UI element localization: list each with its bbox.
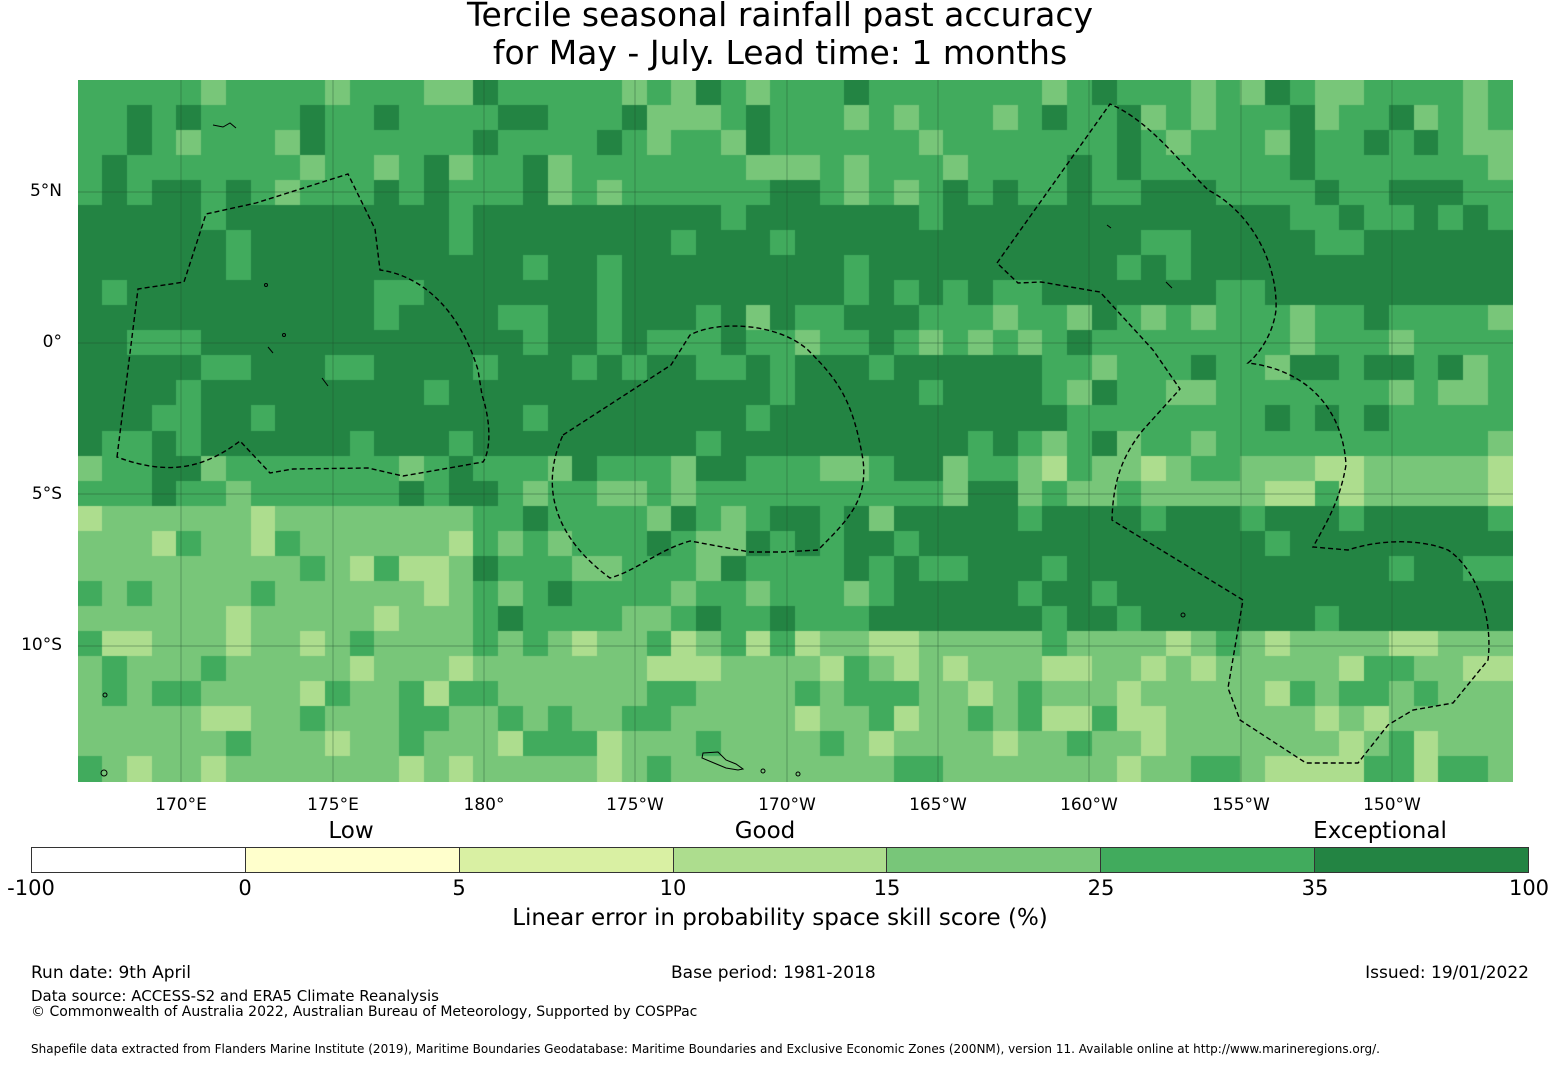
tick-label: 25 (1087, 876, 1115, 900)
tick-label: 100 (1508, 876, 1550, 900)
lon-label-170w: 170°W (758, 795, 816, 815)
tick-label: 5 (452, 876, 466, 900)
lon-label-165w: 165°W (909, 795, 967, 815)
tick-label: 10 (659, 876, 687, 900)
lon-label-150w: 150°W (1363, 795, 1421, 815)
colorbar-segment (1101, 848, 1316, 872)
colorbar-segment (1315, 848, 1529, 872)
tick-label: -100 (7, 876, 55, 900)
lon-label-180: 180° (463, 795, 505, 815)
lon-label-160w: 160°W (1060, 795, 1118, 815)
eez-boundaries (116, 103, 1490, 764)
colorbar-segment (459, 848, 674, 872)
chart-title-line2: for May - July. Lead time: 1 months (492, 33, 1068, 72)
copyright: © Commonwealth of Australia 2022, Austra… (31, 1004, 698, 1020)
data-source: Data source: ACCESS-S2 and ERA5 Climate … (31, 987, 439, 1005)
islands (100, 122, 1186, 777)
tick-label: 0 (238, 876, 252, 900)
eez-line-islands (996, 103, 1490, 764)
samoa-island (701, 751, 745, 771)
run-date: Run date: 9th April (31, 963, 191, 983)
eez-tokelau-phoenix (551, 325, 865, 579)
map-overlay (78, 80, 1513, 782)
category-good: Good (734, 818, 796, 844)
base-period: Base period: 1981-2018 (671, 963, 876, 983)
colorbar-segment (673, 848, 888, 872)
map-frame (79, 81, 1513, 782)
eez-kiribati-gilbert (116, 173, 490, 477)
shapefile-credit: Shapefile data extracted from Flanders M… (31, 1042, 1380, 1056)
lat-label-5s: 5°S (31, 484, 62, 504)
colorbar-segment (887, 848, 1102, 872)
colorbar-title: Linear error in probability space skill … (512, 905, 1048, 931)
colorbar-segment (245, 848, 460, 872)
issued-date: Issued: 19/01/2022 (1365, 963, 1529, 983)
graticule (78, 80, 1513, 782)
tick-label: 35 (1301, 876, 1329, 900)
lon-label-170e: 170°E (155, 795, 207, 815)
lat-label-10s: 10°S (21, 635, 62, 655)
tick-label: 15 (873, 876, 901, 900)
skill-score-map (78, 80, 1513, 782)
category-low: Low (328, 818, 374, 844)
lat-label-0: 0° (42, 332, 62, 352)
colorbar-segment (32, 848, 246, 872)
lon-label-175e: 175°E (307, 795, 359, 815)
chart-title-line1: Tercile seasonal rainfall past accuracy (466, 0, 1094, 34)
lat-label-5n: 5°N (29, 181, 62, 201)
colorbar (31, 847, 1529, 873)
category-exceptional: Exceptional (1313, 818, 1447, 844)
lon-label-155w: 155°W (1212, 795, 1270, 815)
lon-label-175w: 175°W (606, 795, 664, 815)
